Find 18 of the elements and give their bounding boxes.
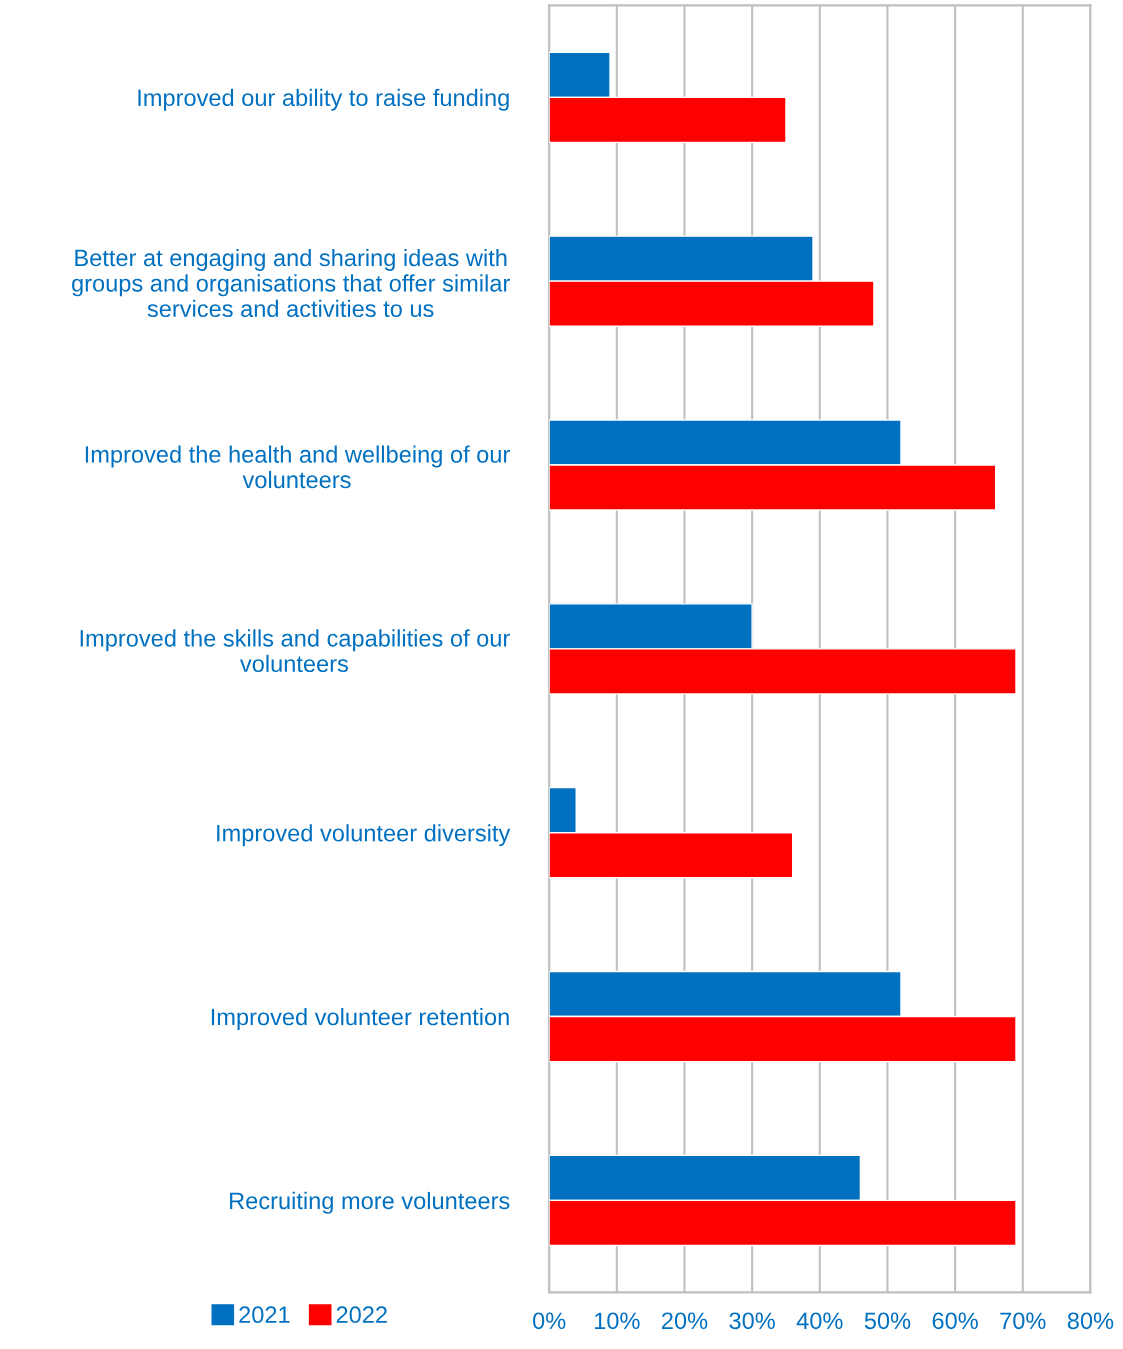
y-tick-label: Better at engaging and sharing ideas with groups and organisations that offer similar services and activities to us xyxy=(72,248,510,318)
x-tick-label: 50% xyxy=(864,1312,911,1330)
y-tick-label: Improved volunteer retention xyxy=(211,1008,509,1031)
y-tick-label: Improved the skills and capabilities of our volunteers xyxy=(80,629,510,673)
y-tick-label: Improved volunteer diversity xyxy=(217,824,511,847)
legend-label: 2022 xyxy=(336,1306,387,1324)
y-tick-label: Improved the health and wellbeing of our volunteers xyxy=(85,445,510,489)
x-tick-label: 60% xyxy=(932,1312,978,1330)
x-tick-label: 40% xyxy=(796,1312,843,1330)
x-tick-label: 10% xyxy=(594,1312,640,1330)
x-tick-label: 0% xyxy=(533,1312,566,1330)
x-tick-label: 30% xyxy=(729,1312,775,1330)
y-tick-label: Recruiting more volunteers xyxy=(230,1191,510,1214)
x-tick-label: 70% xyxy=(1000,1312,1046,1330)
x-tick-label: 20% xyxy=(662,1312,708,1330)
y-tick-label: Improved our ability to raise funding xyxy=(138,88,509,111)
legend-label: 2021 xyxy=(239,1306,290,1324)
x-tick-label: 80% xyxy=(1067,1312,1114,1330)
